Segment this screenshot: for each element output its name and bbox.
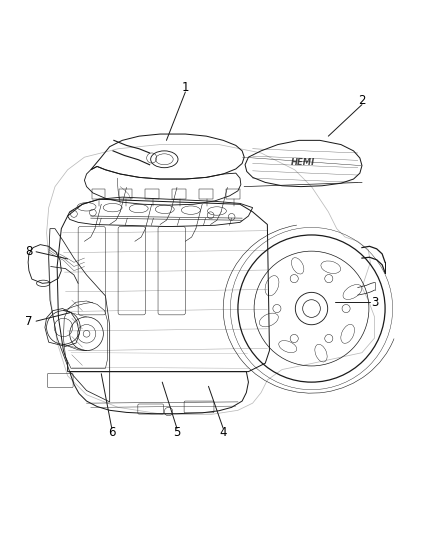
Text: 8: 8 <box>25 245 32 259</box>
Text: 5: 5 <box>173 426 180 439</box>
Bar <box>199 189 213 199</box>
Text: 6: 6 <box>108 426 116 439</box>
Text: 1: 1 <box>182 82 189 94</box>
Text: 3: 3 <box>371 296 378 309</box>
Bar <box>145 189 159 199</box>
Text: 7: 7 <box>25 314 33 328</box>
Text: HEMI: HEMI <box>291 158 315 167</box>
Text: 4: 4 <box>219 426 227 439</box>
Bar <box>119 189 132 199</box>
Bar <box>92 189 105 199</box>
Bar <box>226 189 240 199</box>
Text: 2: 2 <box>358 94 366 107</box>
Bar <box>172 189 186 199</box>
